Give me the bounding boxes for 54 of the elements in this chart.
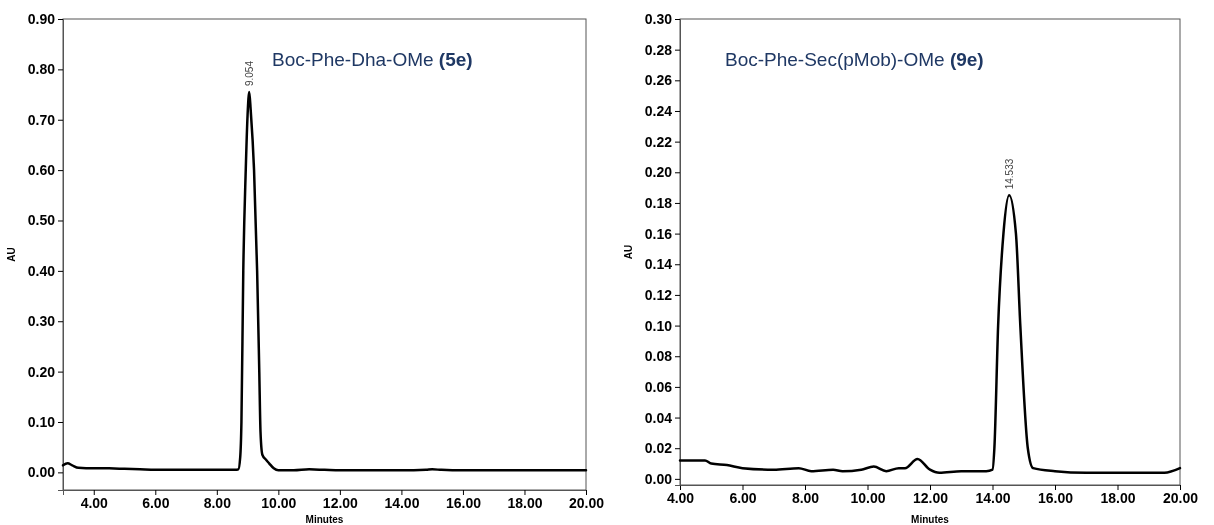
y-tick-label: 0.16 xyxy=(644,225,673,242)
y-tick-label: 0.00 xyxy=(27,464,56,481)
y-tick-label: 0.24 xyxy=(644,102,673,119)
line-series xyxy=(61,90,588,472)
y-tick-label: 0.50 xyxy=(27,212,56,229)
y-tick-label: 0.06 xyxy=(644,378,673,395)
x-tick-label: 14.00 xyxy=(384,494,420,511)
x-tick-label: 20.00 xyxy=(1162,489,1199,506)
y-axis-title: AU xyxy=(6,247,17,262)
x-axis-title: Minutes xyxy=(911,514,950,525)
text: Boc-Phe-Sec(pMob)-OMe (9e) xyxy=(725,49,984,70)
y-tick-label: 0.28 xyxy=(644,41,673,58)
x-tick-label: 12.00 xyxy=(912,489,949,506)
x-tick-label: 16.00 xyxy=(1037,489,1074,506)
y-tick-label: 0.30 xyxy=(27,313,56,330)
y-tick-label: 0.12 xyxy=(644,286,673,303)
text: Boc-Phe-Dha-OMe (5e) xyxy=(272,49,473,70)
x-tick-label: 8.00 xyxy=(791,489,820,506)
x-tick-label: 10.00 xyxy=(261,494,297,511)
y-tick-label: 0.40 xyxy=(27,262,56,279)
y-tick-label: 0.26 xyxy=(644,72,673,89)
y-tick-label: 0.18 xyxy=(644,194,673,211)
x-tick-label: 8.00 xyxy=(203,494,232,511)
x-tick-label: 4.00 xyxy=(666,489,695,506)
x-tick-label: 14.00 xyxy=(975,489,1011,506)
x-tick-label: 18.00 xyxy=(507,494,543,511)
y-tick-label: 0.00 xyxy=(644,470,673,487)
x-tick-label: 6.00 xyxy=(142,494,170,511)
y-tick-label: 0.70 xyxy=(27,111,56,128)
y-tick-label: 0.20 xyxy=(27,363,56,380)
y-tick-label: 0.22 xyxy=(644,133,673,150)
y-tick-label: 0.80 xyxy=(27,61,56,78)
y-tick-label: 0.60 xyxy=(27,162,56,179)
line-series xyxy=(678,194,1182,474)
x-tick-label: 16.00 xyxy=(445,494,482,511)
y-tick-label: 0.20 xyxy=(644,164,673,181)
x-tick-label: 18.00 xyxy=(1100,489,1136,506)
x-tick-label: 4.00 xyxy=(80,494,109,511)
x-axis-title: Minutes xyxy=(305,514,344,525)
y-tick-label: 0.04 xyxy=(644,409,673,426)
x-tick-label: 6.00 xyxy=(729,489,757,506)
annotation: 14.533 xyxy=(1004,158,1016,190)
y-tick-label: 0.08 xyxy=(644,348,673,365)
y-tick-label: 0.02 xyxy=(644,440,673,457)
y-tick-label: 0.90 xyxy=(27,10,56,27)
x-tick-label: 20.00 xyxy=(568,494,605,511)
y-tick-label: 0.14 xyxy=(644,256,673,273)
annotation: 9.054 xyxy=(244,60,256,87)
y-tick-label: 0.30 xyxy=(644,10,673,27)
x-tick-label: 10.00 xyxy=(850,489,886,506)
y-tick-label: 0.10 xyxy=(644,317,673,334)
x-tick-label: 12.00 xyxy=(322,494,359,511)
y-tick-label: 0.10 xyxy=(27,413,56,430)
y-axis-title: AU xyxy=(623,244,634,260)
